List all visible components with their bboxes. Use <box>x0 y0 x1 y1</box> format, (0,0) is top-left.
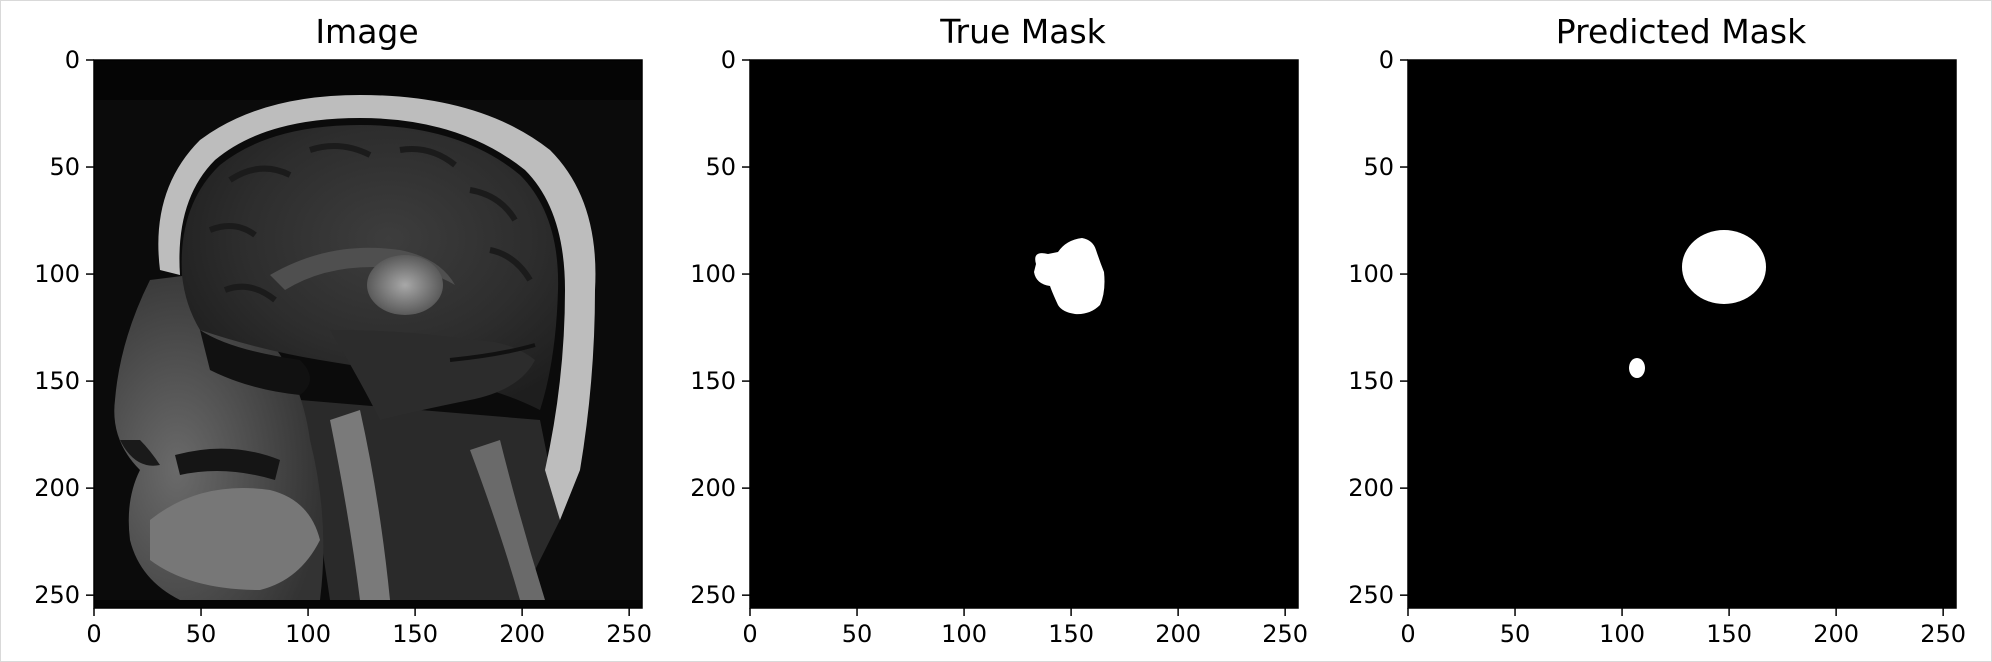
image-panel-title: Image <box>315 12 418 51</box>
predicted-mask-y-tick-label: 200 <box>1348 474 1394 502</box>
predicted-mask-region-main <box>1682 230 1766 304</box>
true-mask-panel-title: True Mask <box>939 12 1106 51</box>
image-x-tick-label: 50 <box>186 620 217 648</box>
true-mask-image <box>750 60 1298 608</box>
true-mask-x-tick-label: 250 <box>1262 620 1308 648</box>
image-x-tick-label: 100 <box>285 620 331 648</box>
image-spines <box>93 59 643 609</box>
true-mask-y-tick-label: 150 <box>690 367 736 395</box>
true-mask-region <box>1034 238 1105 315</box>
predicted-mask-x-tick-label: 150 <box>1706 620 1752 648</box>
image-x-tick-label: 150 <box>392 620 438 648</box>
true-mask-spines <box>749 59 1299 609</box>
image-x-tick-label: 250 <box>606 620 652 648</box>
image-y-tick-label: 100 <box>34 260 80 288</box>
predicted-mask-spines <box>1407 59 1957 609</box>
predicted-mask-panel: Predicted Mask <box>1408 12 1956 608</box>
predicted-mask-y-tick-label: 250 <box>1348 581 1394 609</box>
true-mask-y-tick-label: 100 <box>690 260 736 288</box>
true-mask-x-tick-label: 150 <box>1048 620 1094 648</box>
predicted-mask-x-tick-label: 50 <box>1500 620 1531 648</box>
true-mask-x-tick-label: 50 <box>842 620 873 648</box>
true-mask-x-tick-label: 200 <box>1155 620 1201 648</box>
predicted-mask-image <box>1408 60 1956 608</box>
true-mask-y-tick-label: 50 <box>705 153 736 181</box>
image-y-tick-label: 150 <box>34 367 80 395</box>
predicted-mask-y-tick-label: 50 <box>1363 153 1394 181</box>
image-x-tick-label: 200 <box>499 620 545 648</box>
predicted-mask-panel-title: Predicted Mask <box>1556 12 1807 51</box>
mri-sagittal-image <box>94 60 642 608</box>
image-y-tick-label: 50 <box>49 153 80 181</box>
predicted-mask-y-tick-label: 0 <box>1379 46 1394 74</box>
image-y-tick-label: 200 <box>34 474 80 502</box>
image-x-tick-label: 0 <box>86 620 101 648</box>
image-y-tick-label: 250 <box>34 581 80 609</box>
image-panel: Image <box>94 12 642 608</box>
predicted-mask-x-tick-label: 250 <box>1920 620 1966 648</box>
predicted-mask-x-tick-label: 0 <box>1400 620 1415 648</box>
image-y-tick-label: 0 <box>65 46 80 74</box>
true-mask-x-tick-label: 0 <box>742 620 757 648</box>
predicted-mask-y-tick-label: 100 <box>1348 260 1394 288</box>
true-mask-y-tick-label: 0 <box>721 46 736 74</box>
predicted-mask-region-small <box>1629 358 1645 378</box>
predicted-mask-x-tick-label: 200 <box>1813 620 1859 648</box>
predicted-mask-y-tick-label: 150 <box>1348 367 1394 395</box>
true-mask-x-tick-label: 100 <box>941 620 987 648</box>
true-mask-y-tick-label: 250 <box>690 581 736 609</box>
true-mask-panel: True Mask <box>750 12 1298 608</box>
predicted-mask-x-tick-label: 100 <box>1599 620 1645 648</box>
true-mask-y-tick-label: 200 <box>690 474 736 502</box>
